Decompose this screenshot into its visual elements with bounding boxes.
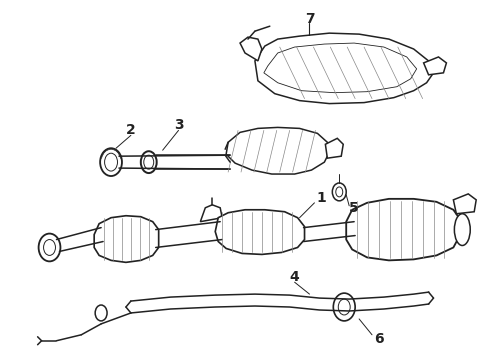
Text: 3: 3 [173, 118, 183, 132]
Ellipse shape [338, 299, 350, 315]
Ellipse shape [332, 183, 346, 201]
Polygon shape [346, 199, 460, 260]
Ellipse shape [333, 293, 355, 321]
Polygon shape [94, 216, 159, 262]
Polygon shape [453, 194, 476, 214]
Ellipse shape [141, 151, 157, 173]
Ellipse shape [44, 239, 55, 255]
Polygon shape [215, 210, 305, 255]
Ellipse shape [100, 148, 122, 176]
Text: 2: 2 [126, 123, 136, 138]
Polygon shape [200, 205, 222, 222]
Polygon shape [255, 33, 434, 104]
Polygon shape [240, 37, 262, 61]
Text: 7: 7 [305, 12, 314, 26]
Ellipse shape [144, 155, 154, 169]
Ellipse shape [454, 214, 470, 246]
Ellipse shape [104, 153, 118, 171]
Polygon shape [226, 127, 329, 174]
Ellipse shape [336, 187, 343, 197]
Text: 1: 1 [317, 191, 326, 205]
Ellipse shape [39, 234, 60, 261]
Text: 5: 5 [349, 201, 359, 215]
Ellipse shape [95, 305, 107, 321]
Text: 6: 6 [374, 332, 384, 346]
Polygon shape [424, 57, 446, 75]
Polygon shape [325, 138, 343, 158]
Text: 4: 4 [290, 270, 299, 284]
